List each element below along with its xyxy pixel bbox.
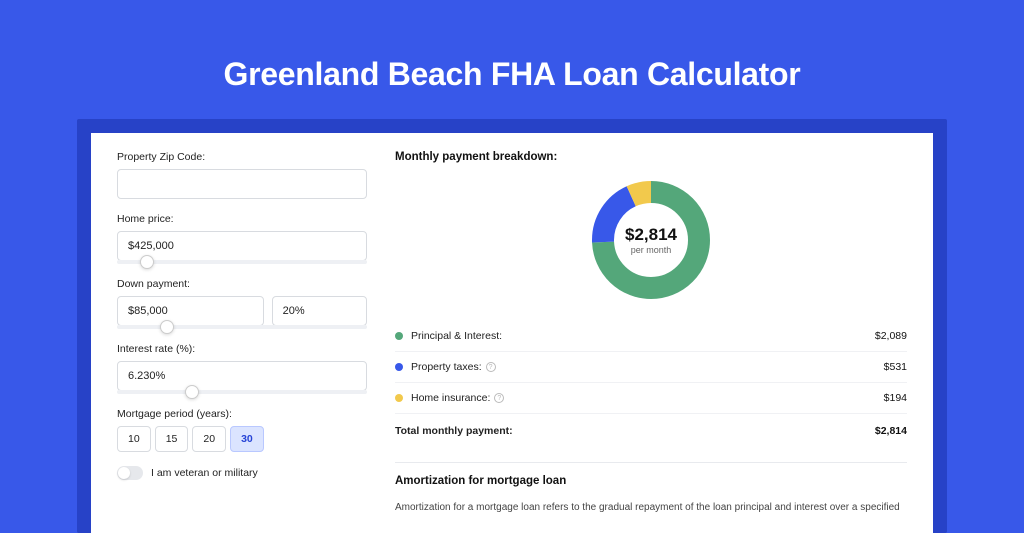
- label-insurance-text: Home insurance:: [411, 392, 490, 404]
- label-principal: Principal & Interest:: [411, 330, 502, 342]
- separator: [395, 462, 907, 463]
- value-insurance: $194: [884, 392, 907, 404]
- value-principal: $2,089: [875, 330, 907, 342]
- value-taxes: $531: [884, 361, 907, 373]
- home-price-slider[interactable]: [117, 260, 367, 264]
- home-price-slider-thumb[interactable]: [140, 255, 154, 269]
- amort-title: Amortization for mortgage loan: [395, 475, 907, 487]
- page-container: Greenland Beach FHA Loan Calculator Prop…: [0, 0, 1024, 512]
- label-insurance: Home insurance: ?: [411, 392, 504, 404]
- info-icon[interactable]: ?: [494, 393, 504, 403]
- donut-sub: per month: [631, 245, 672, 255]
- dot-principal: [395, 332, 403, 340]
- down-payment-percent-input[interactable]: [272, 296, 367, 326]
- donut-wrap: $2,814 per month: [395, 177, 907, 303]
- zip-label: Property Zip Code:: [117, 151, 367, 163]
- donut-center: $2,814 per month: [588, 177, 714, 303]
- down-payment-amount-input[interactable]: [117, 296, 264, 326]
- down-payment-slider[interactable]: [117, 325, 367, 329]
- breakdown-row-taxes: Property taxes: ? $531: [395, 352, 907, 383]
- page-title: Greenland Beach FHA Loan Calculator: [224, 56, 801, 93]
- period-label: Mortgage period (years):: [117, 408, 367, 420]
- field-home-price: Home price:: [117, 213, 367, 264]
- down-payment-label: Down payment:: [117, 278, 367, 290]
- interest-label: Interest rate (%):: [117, 343, 367, 355]
- home-price-input[interactable]: [117, 231, 367, 261]
- field-interest: Interest rate (%):: [117, 343, 367, 394]
- period-options: 10 15 20 30: [117, 426, 367, 452]
- card-shadow: Property Zip Code: Home price: Down paym…: [77, 119, 947, 533]
- info-icon[interactable]: ?: [486, 362, 496, 372]
- calculator-card: Property Zip Code: Home price: Down paym…: [91, 133, 933, 533]
- breakdown-row-total: Total monthly payment: $2,814: [395, 414, 907, 446]
- label-taxes: Property taxes: ?: [411, 361, 496, 373]
- field-period: Mortgage period (years): 10 15 20 30: [117, 408, 367, 452]
- breakdown-row-insurance: Home insurance: ? $194: [395, 383, 907, 414]
- interest-slider[interactable]: [117, 390, 367, 394]
- period-option-30[interactable]: 30: [230, 426, 264, 452]
- dot-insurance: [395, 394, 403, 402]
- donut-value: $2,814: [625, 225, 677, 245]
- veteran-label: I am veteran or military: [151, 467, 258, 479]
- breakdown-row-principal: Principal & Interest: $2,089: [395, 321, 907, 352]
- dot-taxes: [395, 363, 403, 371]
- veteran-toggle-knob: [118, 467, 130, 479]
- period-option-10[interactable]: 10: [117, 426, 151, 452]
- field-veteran: I am veteran or military: [117, 466, 367, 480]
- period-option-20[interactable]: 20: [192, 426, 226, 452]
- amort-text: Amortization for a mortgage loan refers …: [395, 501, 907, 515]
- label-taxes-text: Property taxes:: [411, 361, 482, 373]
- form-panel: Property Zip Code: Home price: Down paym…: [117, 151, 367, 515]
- field-down-payment: Down payment:: [117, 278, 367, 329]
- interest-input[interactable]: [117, 361, 367, 391]
- field-zip: Property Zip Code:: [117, 151, 367, 199]
- down-payment-slider-thumb[interactable]: [160, 320, 174, 334]
- home-price-label: Home price:: [117, 213, 367, 225]
- period-option-15[interactable]: 15: [155, 426, 189, 452]
- interest-slider-thumb[interactable]: [185, 385, 199, 399]
- breakdown-panel: Monthly payment breakdown: $2,814 per mo…: [395, 151, 907, 515]
- breakdown-title: Monthly payment breakdown:: [395, 151, 907, 163]
- donut-chart: $2,814 per month: [588, 177, 714, 303]
- label-total: Total monthly payment:: [395, 425, 513, 437]
- value-total: $2,814: [875, 425, 907, 437]
- veteran-toggle[interactable]: [117, 466, 143, 480]
- zip-input[interactable]: [117, 169, 367, 199]
